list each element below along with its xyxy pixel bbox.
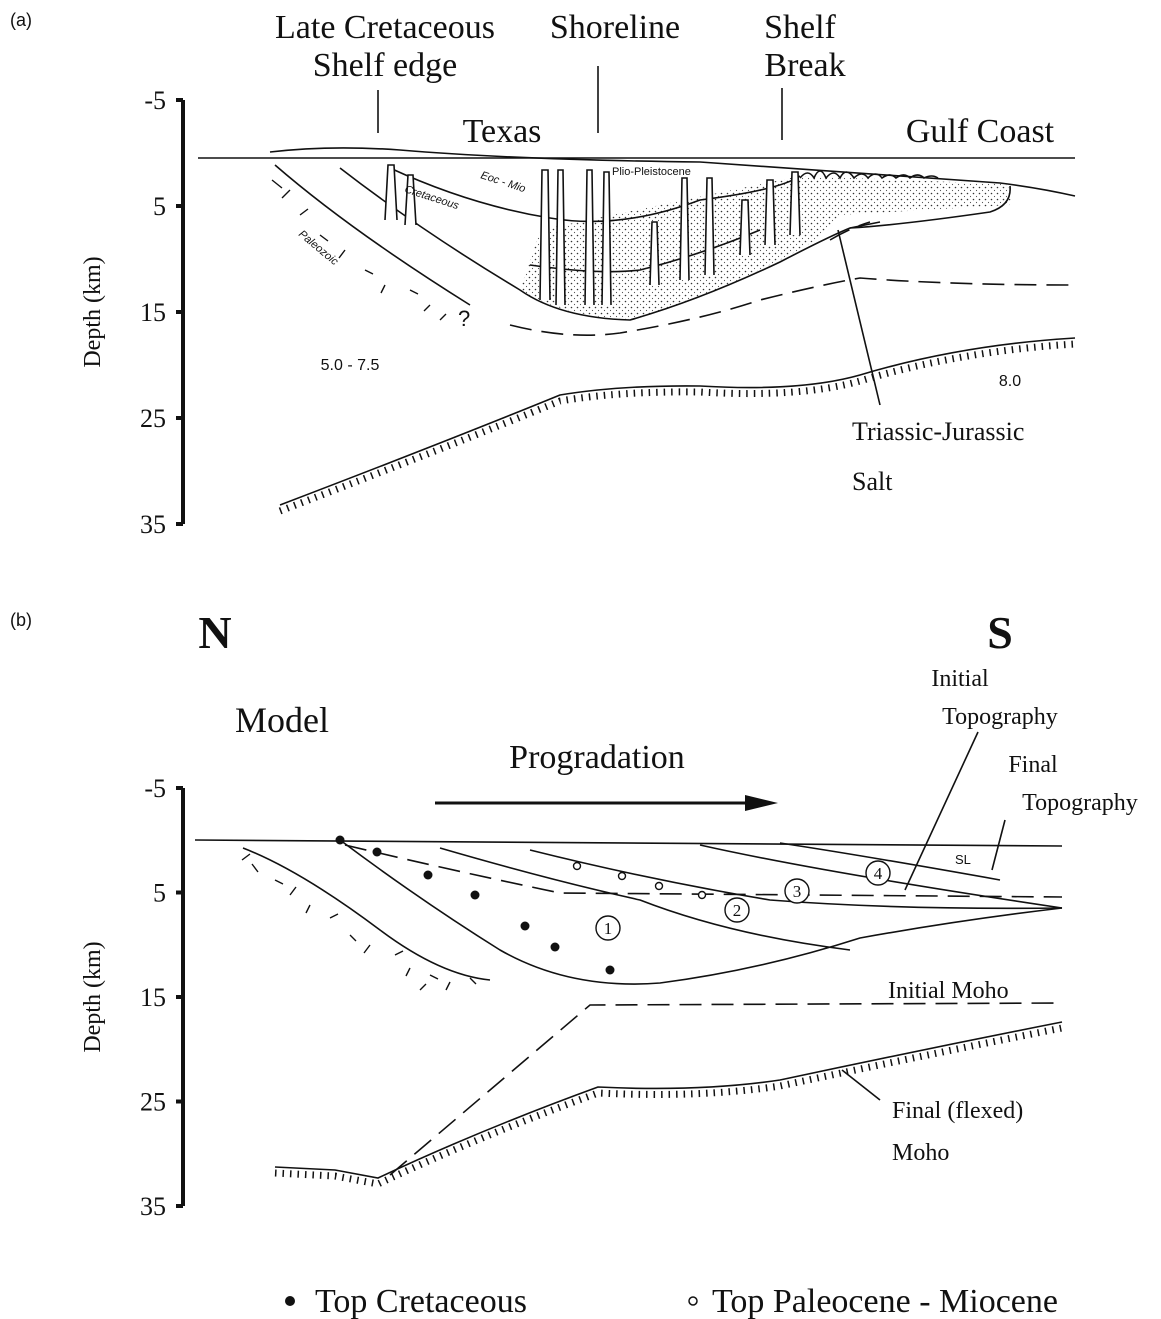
tick-label: 15	[140, 298, 166, 327]
legend-marker	[689, 1297, 697, 1305]
stage-label: 2	[733, 901, 742, 920]
direction: N	[198, 607, 231, 658]
basement-boundary	[243, 848, 490, 980]
tick-label: -5	[144, 774, 166, 803]
panel-label: (b)	[10, 610, 32, 630]
horizon-1	[340, 840, 1062, 984]
initial-moho	[390, 1003, 1062, 1175]
stage-label: 1	[604, 919, 613, 938]
top-cretaceous-points	[336, 836, 615, 975]
tick-label: -5	[144, 86, 166, 115]
arrow-label: Progradation	[509, 739, 685, 776]
pointer	[842, 1070, 880, 1100]
label: Initial	[931, 666, 989, 692]
moho-label: Final (flexed)	[892, 1098, 1023, 1124]
depth-axis: -5 5 15 25 35	[140, 86, 183, 539]
header: Late Cretaceous	[275, 9, 495, 46]
unit-label: Plio-Pleistocene	[612, 166, 691, 178]
label: Final	[1008, 752, 1058, 778]
legend-label: Top Cretaceous	[315, 1283, 527, 1319]
depth-axis: -5 5 15 25 35	[140, 774, 183, 1221]
tick-label: 35	[140, 1192, 166, 1221]
unit-label: Paleozoic	[296, 228, 341, 268]
axis-label: Depth (km)	[80, 256, 106, 367]
legend-label: Top Paleocene - Miocene	[712, 1283, 1058, 1319]
salt-base-dashed	[830, 222, 870, 240]
stage-label: 3	[793, 882, 802, 901]
velocity-label: 5.0 - 7.5	[321, 357, 380, 374]
header: Shoreline	[550, 9, 680, 46]
stage-label: 4	[874, 864, 883, 883]
model-title: Model	[235, 700, 329, 740]
tick-label: 5	[153, 192, 166, 221]
moho-label: Initial Moho	[888, 978, 1009, 1004]
arrow-head	[745, 795, 778, 811]
panel-label: (a)	[10, 10, 32, 30]
paleozoic-hatch	[272, 180, 446, 320]
region-label: Texas	[463, 113, 542, 150]
moho-label: Moho	[892, 1140, 949, 1166]
tick-label: 25	[140, 1088, 166, 1117]
unit-label: ?	[458, 306, 470, 331]
header: Shelf	[764, 9, 836, 46]
velocity-label: 8.0	[999, 373, 1021, 390]
salt-label: Salt	[852, 467, 893, 496]
basement-hatch	[242, 854, 476, 990]
tick-label: 35	[140, 510, 166, 539]
header: Break	[764, 47, 845, 84]
direction: S	[987, 607, 1013, 658]
figure: (a) Late Cretaceous Shelf edge Shoreline…	[0, 0, 1161, 1319]
legend-marker	[285, 1296, 295, 1306]
tick-label: 5	[153, 879, 166, 908]
header: Shelf edge	[313, 47, 457, 84]
label: Topography	[1022, 790, 1138, 816]
axis-label: Depth (km)	[80, 941, 106, 1052]
unit-label: Eoc - Mio	[479, 169, 527, 195]
salt-label: Triassic-Jurassic	[852, 417, 1024, 446]
sea-level	[195, 840, 1062, 846]
region-label: Gulf Coast	[906, 113, 1055, 150]
sea-level-label: SL	[955, 852, 971, 867]
label: Topography	[942, 704, 1058, 730]
tick-label: 25	[140, 404, 166, 433]
tick-label: 15	[140, 983, 166, 1012]
